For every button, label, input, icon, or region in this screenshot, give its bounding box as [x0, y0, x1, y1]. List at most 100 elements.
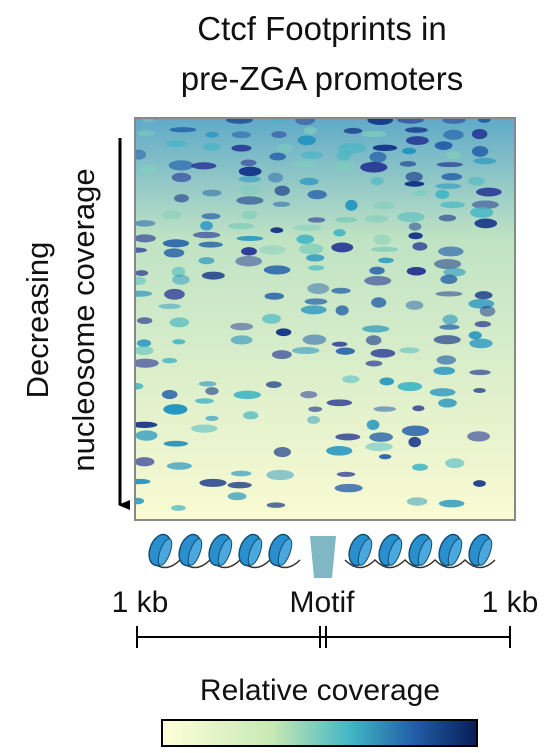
heatmap-blob [397, 381, 423, 392]
colorbar [161, 719, 478, 747]
y-label: Decreasing nucleosome coverage [20, 168, 101, 471]
heatmap-blob [163, 248, 185, 258]
heatmap-blob [308, 406, 323, 412]
heatmap-blob [238, 185, 261, 195]
heatmap-blob [268, 172, 284, 183]
heatmap-blob [243, 411, 259, 420]
heatmap-blob [307, 415, 321, 424]
heatmap-blob [335, 305, 349, 316]
heatmap-blob [478, 118, 491, 123]
heatmap-blob [236, 235, 264, 241]
heatmap-blob [135, 270, 149, 276]
heatmap-blob [412, 463, 428, 471]
heatmap-blob [370, 177, 384, 186]
heatmap-blob [269, 152, 286, 161]
heatmap-blob [135, 497, 145, 505]
heatmap-blob [171, 172, 192, 183]
heatmap-blob [471, 128, 488, 140]
heatmap-blob [275, 328, 292, 337]
heatmap-blob [135, 290, 153, 297]
heatmap-blob [163, 440, 188, 447]
heatmap-blob [378, 257, 394, 264]
heatmap-blob [467, 431, 490, 442]
heatmap-blob [438, 499, 465, 508]
heatmap-blob [406, 497, 428, 506]
nucleosome-front [277, 538, 293, 566]
heatmap-blob [440, 274, 458, 285]
heatmap-blob [370, 246, 399, 252]
heatmap-blob [135, 149, 147, 160]
heatmap-blob [266, 469, 294, 481]
heatmap-blob [433, 335, 461, 345]
heatmap-blob [469, 338, 493, 349]
heatmap-blob [168, 160, 194, 171]
title-line: pre-ZGA promoters [181, 60, 463, 97]
heatmap-blob [404, 127, 428, 133]
heatmap-blob [135, 478, 151, 485]
heatmap-blob [136, 317, 153, 325]
heatmap-blob [201, 213, 221, 220]
heatmap-blob [241, 210, 258, 220]
heatmap-blob [240, 159, 257, 167]
heatmap-blob [201, 271, 225, 280]
heatmap-blob [174, 194, 189, 203]
heatmap-blob [195, 398, 214, 404]
heatmap-blob [235, 255, 263, 267]
heatmap-blob [399, 347, 420, 354]
heatmap-blob [360, 161, 388, 173]
heatmap-blob [378, 454, 392, 460]
heatmap-blob [296, 234, 315, 245]
heatmap-blob [205, 415, 219, 421]
heatmap-blob [379, 377, 395, 386]
scale-bar [136, 626, 511, 648]
heatmap-blob [299, 177, 319, 186]
heatmap-blob [445, 151, 462, 159]
heatmap-blob [399, 160, 417, 167]
heatmap-blob [291, 346, 320, 355]
heatmap-blob [429, 388, 456, 397]
heatmap-blob [474, 291, 493, 300]
heatmap-blob [405, 171, 423, 182]
heatmap-blob [397, 212, 425, 223]
heatmap-blob [331, 341, 348, 347]
heatmap-blob [408, 232, 423, 240]
heatmap-blob [231, 131, 251, 139]
heatmap-blob [369, 266, 385, 275]
heatmap-blob [364, 276, 392, 286]
heatmap-blob [205, 131, 219, 138]
heatmap-blob [307, 189, 327, 200]
heatmap-blob [298, 243, 324, 255]
heatmap-blob [412, 242, 428, 251]
heatmap-blob [191, 424, 218, 433]
heatmap-blob [303, 126, 317, 135]
x-label: Motif [289, 586, 355, 619]
heatmap-blob [202, 143, 221, 151]
y-label-line: nucleosome coverage [66, 168, 101, 471]
heatmap-blob [135, 276, 147, 286]
heatmap-blob [198, 241, 223, 248]
heatmap-blob [136, 339, 152, 348]
heatmap-blob [266, 502, 286, 508]
heatmap-blob [436, 162, 463, 168]
heatmap-blob [440, 201, 466, 209]
nucleosome-front [187, 538, 203, 566]
heatmap-blob [361, 130, 387, 138]
heatmap-blob [345, 199, 358, 211]
heatmap-blob [161, 389, 178, 400]
heatmap-blob [227, 481, 252, 489]
heatmap-blob [236, 196, 264, 205]
heatmap-blob [135, 346, 154, 356]
heatmap-blob [336, 471, 356, 477]
heatmap-blob [262, 313, 281, 324]
heatmap-blob [470, 207, 494, 218]
heatmap-blob [270, 227, 284, 234]
title-line: Ctcf Footprints in [197, 10, 446, 47]
heatmap-blob [404, 181, 425, 187]
heatmap-blob [405, 300, 424, 310]
heatmap-blob [334, 161, 356, 171]
heatmap-blob [135, 430, 158, 441]
nucleosome-front [477, 538, 493, 566]
heatmap-blob [434, 141, 453, 150]
